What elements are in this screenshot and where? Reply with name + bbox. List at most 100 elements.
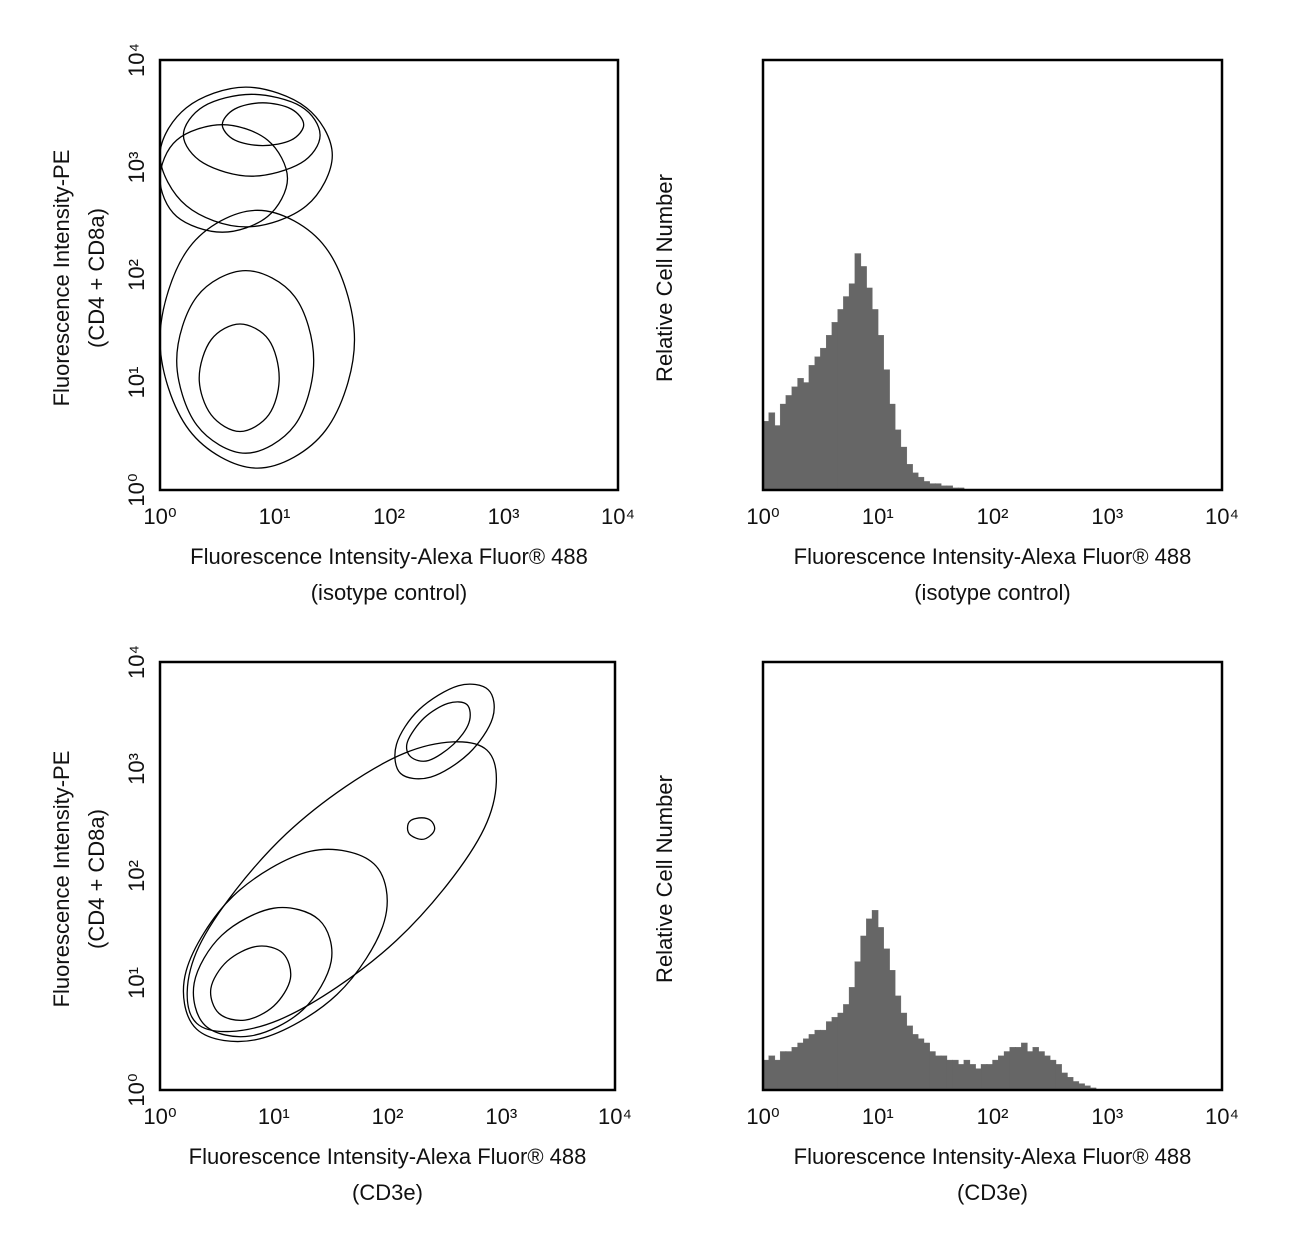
histogram-bar [791, 1047, 799, 1090]
histogram-bar [952, 1059, 959, 1090]
y-tick-label: 10⁰ [124, 473, 149, 506]
x-axis-title: Fluorescence Intensity-Alexa Fluor® 488 [190, 544, 588, 569]
panel: 10⁰ 10¹ 10² 10³ 10⁴ 10⁰ 10¹ 10² 10³ 10⁴ Fluorescen… [49, 645, 632, 1205]
histogram-bar [923, 1042, 930, 1090]
x-axis-title: (isotype control) [311, 580, 468, 605]
y-tick-label: 10² [124, 259, 149, 291]
contour-line [192, 906, 333, 1038]
histogram-bar [1044, 1055, 1051, 1090]
x-tick-label: 10² [977, 1104, 1009, 1129]
panel: 10⁰ 10¹ 10² 10³ 10⁴ 10⁰ 10¹ 10² 10³ 10⁴ Fluorescen… [49, 43, 635, 605]
contour-line [406, 817, 436, 841]
histogram-bar [843, 1004, 850, 1090]
x-tick-label: 10⁰ [143, 1104, 176, 1129]
histogram-bar [1015, 1047, 1022, 1090]
histogram-bar [831, 322, 839, 490]
histogram-bar [957, 1064, 965, 1090]
histogram-bar [1061, 1072, 1068, 1090]
histogram-bar [854, 961, 862, 1090]
histogram-bar [889, 403, 896, 490]
histogram-bar [820, 347, 827, 490]
histogram-bar [946, 1059, 953, 1090]
histogram-bar [820, 1029, 827, 1090]
x-tick-label: 10⁰ [143, 504, 176, 529]
contour-line [160, 86, 333, 228]
x-tick-label: 10³ [488, 504, 520, 529]
contour-line [176, 269, 315, 454]
histogram-bar [825, 335, 833, 490]
x-axis-title: Fluorescence Intensity-Alexa Fluor® 488 [794, 1144, 1192, 1169]
histogram-bar [854, 253, 862, 490]
histogram-bar [837, 1012, 844, 1090]
histogram-bar [992, 1059, 999, 1090]
y-tick-label: 10⁴ [124, 43, 149, 77]
histogram-bar [785, 395, 793, 490]
histogram-bar [797, 1042, 804, 1090]
histogram-bar [906, 1025, 913, 1090]
histogram-bar [917, 476, 925, 490]
histogram-bar [774, 425, 781, 490]
x-tick-label: 10² [372, 1104, 404, 1129]
histogram-bar [808, 365, 816, 490]
y-tick-label: 10³ [124, 152, 149, 184]
histogram-bar [923, 481, 930, 490]
histogram-bar [912, 1034, 919, 1090]
histogram-bar [831, 1017, 839, 1090]
x-axis-title: (CD3e) [352, 1180, 423, 1205]
contour-line [209, 945, 292, 1022]
contour-line [160, 124, 289, 233]
histogram-bar [837, 309, 844, 490]
x-tick-label: 10³ [1091, 504, 1123, 529]
histogram-bar [779, 1051, 787, 1090]
histogram-bar [1066, 1077, 1074, 1090]
y-tick-label: 10⁴ [124, 645, 149, 679]
histogram-bar [1038, 1051, 1045, 1090]
histogram-bar [980, 1064, 988, 1090]
histogram-bar [768, 1055, 776, 1090]
histogram-bar [1032, 1047, 1039, 1090]
panel: 10⁰ 10¹ 10² 10³ 10⁴ Fluorescence Intensity-Al… [652, 660, 1239, 1205]
plot-frame [158, 660, 617, 1092]
histogram-bar [1021, 1042, 1028, 1090]
plot-frame [158, 58, 620, 492]
histogram-bar [877, 927, 884, 1090]
histogram-bar [860, 935, 867, 1090]
histogram-bar [814, 356, 821, 490]
histogram-bar [848, 283, 856, 490]
histogram-bar [929, 1051, 936, 1090]
x-tick-label: 10¹ [862, 504, 894, 529]
x-tick-label: 10³ [485, 1104, 517, 1129]
histogram-bar [848, 987, 856, 1090]
histogram-bar [1055, 1064, 1062, 1090]
histogram-bar [900, 446, 908, 490]
histogram-bar [934, 1055, 942, 1090]
histogram-bar [969, 1064, 976, 1090]
x-tick-label: 10⁰ [746, 504, 779, 529]
histogram-bar [877, 335, 884, 490]
x-tick-label: 10² [373, 504, 405, 529]
histogram-bar [1026, 1051, 1034, 1090]
x-axis-title: (isotype control) [914, 580, 1071, 605]
x-axis-title: Fluorescence Intensity-Alexa Fluor® 488 [794, 544, 1192, 569]
x-tick-label: 10³ [1091, 1104, 1123, 1129]
histogram-bar [803, 382, 810, 490]
x-axis-title: Fluorescence Intensity-Alexa Fluor® 488 [189, 1144, 587, 1169]
x-tick-label: 10¹ [862, 1104, 894, 1129]
plot-area [763, 910, 1097, 1090]
plot-area [160, 86, 356, 469]
plot-frame [761, 58, 1224, 492]
y-axis-title: Fluorescence Intensity-PE [49, 751, 74, 1008]
histogram-bar [894, 995, 902, 1090]
plot-area [182, 683, 497, 1043]
x-axis-title: (CD3e) [957, 1180, 1028, 1205]
x-tick-label: 10⁴ [601, 504, 635, 529]
histogram-bar [997, 1055, 1005, 1090]
y-axis-title: Fluorescence Intensity-PE [49, 150, 74, 407]
plot-frame [761, 660, 1224, 1092]
contour-line [182, 848, 388, 1043]
x-tick-label: 10¹ [259, 504, 291, 529]
y-axis-title: (CD4 + CD8a) [84, 809, 109, 949]
y-tick-label: 10³ [124, 753, 149, 785]
plot-area [763, 253, 965, 490]
histogram-bar [1072, 1081, 1080, 1090]
